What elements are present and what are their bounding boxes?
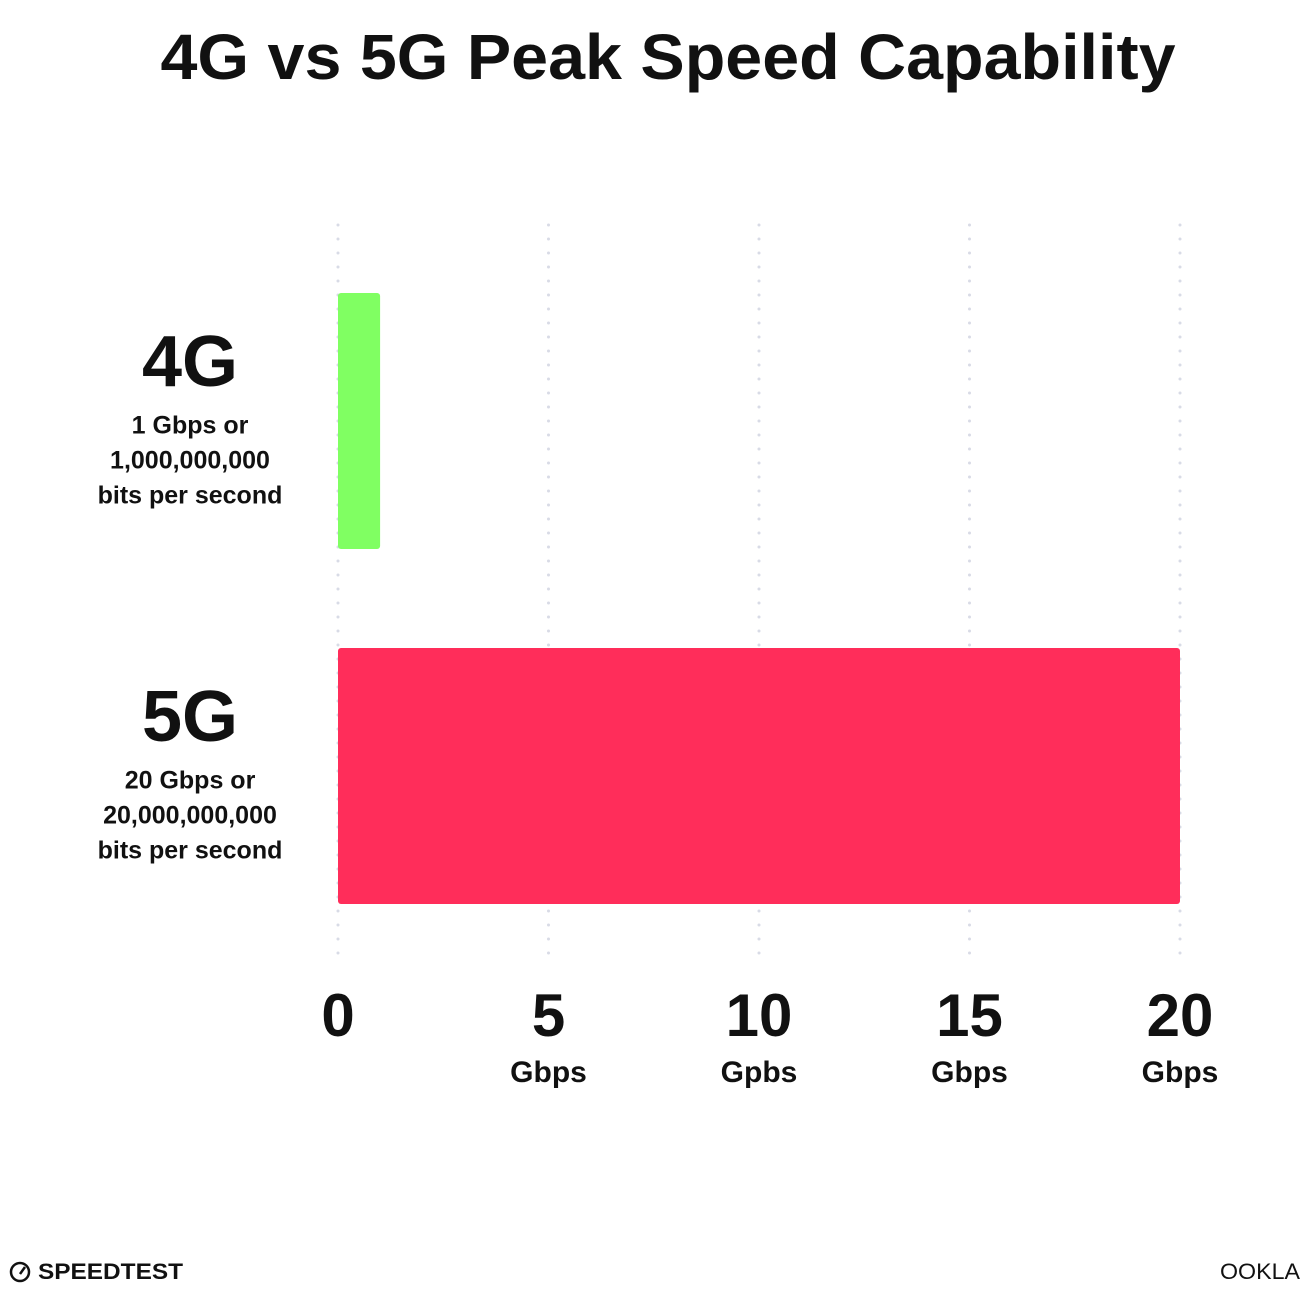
- x-tick-label: 20: [1147, 982, 1214, 1049]
- x-tick-label: 15: [936, 982, 1003, 1049]
- brand-right: OOKLA: [1220, 1259, 1300, 1284]
- category-description: bits per second: [98, 482, 283, 510]
- brand-left: SPEEDTEST: [38, 1259, 184, 1284]
- category-description: 20 Gbps or: [125, 767, 256, 795]
- category-label: 4G: [142, 322, 238, 402]
- gauge-icon: [9, 1261, 31, 1283]
- x-tick-unit: Gbps: [510, 1056, 587, 1089]
- chart-title: 4G vs 5G Peak Speed Capability: [161, 21, 1176, 93]
- x-tick-unit: Gbps: [931, 1056, 1008, 1089]
- category-description: 1 Gbps or: [132, 412, 249, 440]
- speedtest-logo: SPEEDTEST: [9, 1259, 184, 1284]
- category-label: 5G: [142, 677, 238, 757]
- x-tick-label: 5: [532, 982, 565, 1049]
- bar: [338, 648, 1180, 904]
- category-description: 1,000,000,000: [110, 447, 270, 475]
- x-tick-unit: Gpbs: [721, 1056, 798, 1089]
- category-description: 20,000,000,000: [103, 802, 277, 830]
- x-tick-unit: Gbps: [1142, 1056, 1219, 1089]
- gauge-needle: [18, 1266, 27, 1275]
- x-tick-label: 0: [321, 982, 354, 1049]
- category-description: bits per second: [98, 837, 283, 865]
- x-tick-label: 10: [726, 982, 793, 1049]
- bar: [338, 293, 381, 549]
